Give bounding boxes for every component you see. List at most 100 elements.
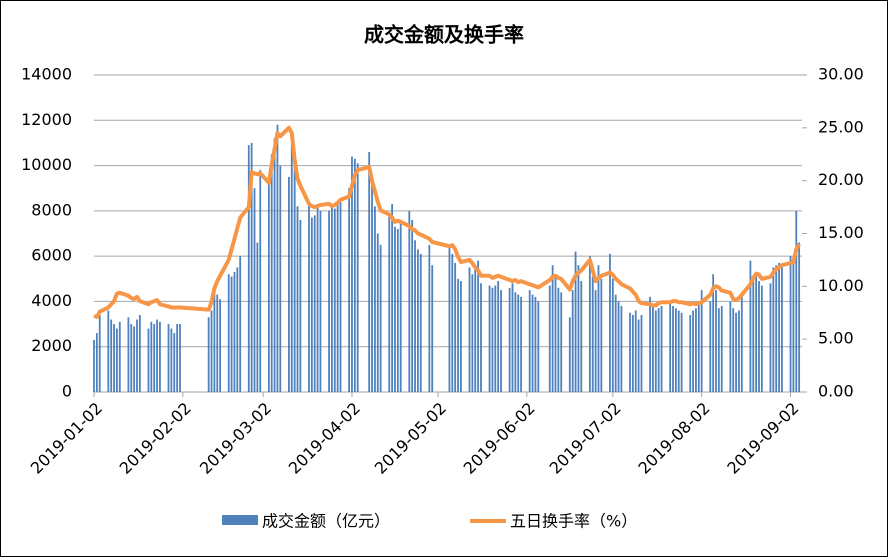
- bar: [712, 274, 715, 392]
- bar: [637, 319, 640, 392]
- bar: [273, 138, 276, 392]
- bar: [127, 317, 130, 392]
- bar: [451, 253, 454, 392]
- bar: [580, 281, 583, 392]
- bar: [391, 204, 394, 392]
- bar: [775, 265, 778, 392]
- bar: [116, 328, 118, 392]
- bar: [591, 276, 594, 392]
- bar: [459, 281, 462, 392]
- bar: [520, 296, 522, 392]
- bar: [310, 217, 313, 392]
- bar: [219, 299, 222, 392]
- bar: [319, 210, 322, 392]
- bar: [313, 215, 316, 392]
- line: [93, 125, 801, 319]
- bar: [351, 156, 353, 392]
- bar: [230, 276, 233, 392]
- bar: [408, 210, 411, 392]
- bar: [588, 256, 591, 392]
- bar: [468, 267, 471, 392]
- bar: [660, 305, 663, 392]
- bar: [227, 274, 230, 392]
- bar: [695, 308, 697, 392]
- bar: [477, 260, 479, 392]
- bar: [798, 242, 801, 392]
- bar: [577, 265, 580, 392]
- bar: [290, 142, 293, 392]
- bar: [674, 308, 677, 392]
- bar: [715, 290, 717, 392]
- bar: [752, 278, 755, 392]
- bar: [740, 296, 743, 392]
- bar: [371, 181, 373, 392]
- bar: [331, 206, 333, 392]
- bar: [781, 265, 783, 392]
- bar: [594, 290, 597, 392]
- bar: [233, 271, 236, 392]
- bar: [597, 265, 600, 392]
- bar: [729, 301, 732, 392]
- bar: [348, 188, 351, 392]
- bar: [236, 267, 239, 392]
- legend-label: 成交金额（亿元）: [262, 512, 390, 531]
- bar: [534, 296, 537, 392]
- bar: [276, 124, 279, 393]
- bar: [611, 278, 614, 392]
- bar: [700, 290, 703, 392]
- bar: [239, 256, 242, 392]
- bar: [508, 287, 511, 392]
- bar: [652, 303, 654, 392]
- bar: [288, 176, 290, 392]
- bar: [789, 256, 792, 392]
- bar: [428, 244, 431, 392]
- y-tick-label: 6000: [31, 246, 72, 265]
- bar: [528, 290, 531, 392]
- bar: [672, 305, 674, 392]
- bar: [657, 308, 660, 392]
- bar: [689, 315, 692, 392]
- legend-label: 五日换手率（%）: [510, 512, 637, 531]
- bar: [316, 204, 319, 392]
- bar: [511, 283, 514, 392]
- bar: [339, 201, 342, 392]
- y-tick-label: 0: [62, 382, 72, 401]
- bar: [388, 215, 391, 392]
- bar: [471, 274, 474, 392]
- bar: [179, 324, 181, 392]
- bar: [474, 265, 477, 392]
- y2-tick-label: 20.00: [818, 170, 864, 189]
- bar: [394, 226, 396, 392]
- bar: [170, 328, 173, 392]
- y2-tick-label: 30.00: [818, 65, 864, 84]
- bar: [758, 281, 760, 392]
- bar: [617, 301, 620, 392]
- bar: [517, 294, 520, 392]
- bar: [167, 324, 170, 392]
- bar: [720, 305, 723, 392]
- bar: [250, 142, 253, 392]
- bar: [431, 265, 434, 392]
- bar: [669, 301, 672, 392]
- bar: [792, 260, 795, 392]
- bar: [150, 321, 153, 392]
- bar: [173, 333, 176, 392]
- bar: [279, 165, 282, 392]
- bar: [93, 339, 95, 392]
- bar: [778, 262, 780, 392]
- bar: [497, 281, 500, 392]
- bar: [98, 315, 101, 392]
- bar: [772, 267, 775, 392]
- bar: [156, 319, 158, 392]
- y2-tick-label: 25.00: [818, 117, 864, 136]
- bar: [253, 188, 256, 392]
- bar: [620, 305, 623, 392]
- bar: [738, 310, 740, 392]
- y-tick-label: 8000: [31, 200, 72, 219]
- bar: [328, 210, 330, 392]
- bar: [514, 292, 517, 392]
- bar: [376, 233, 379, 392]
- bar: [680, 312, 683, 392]
